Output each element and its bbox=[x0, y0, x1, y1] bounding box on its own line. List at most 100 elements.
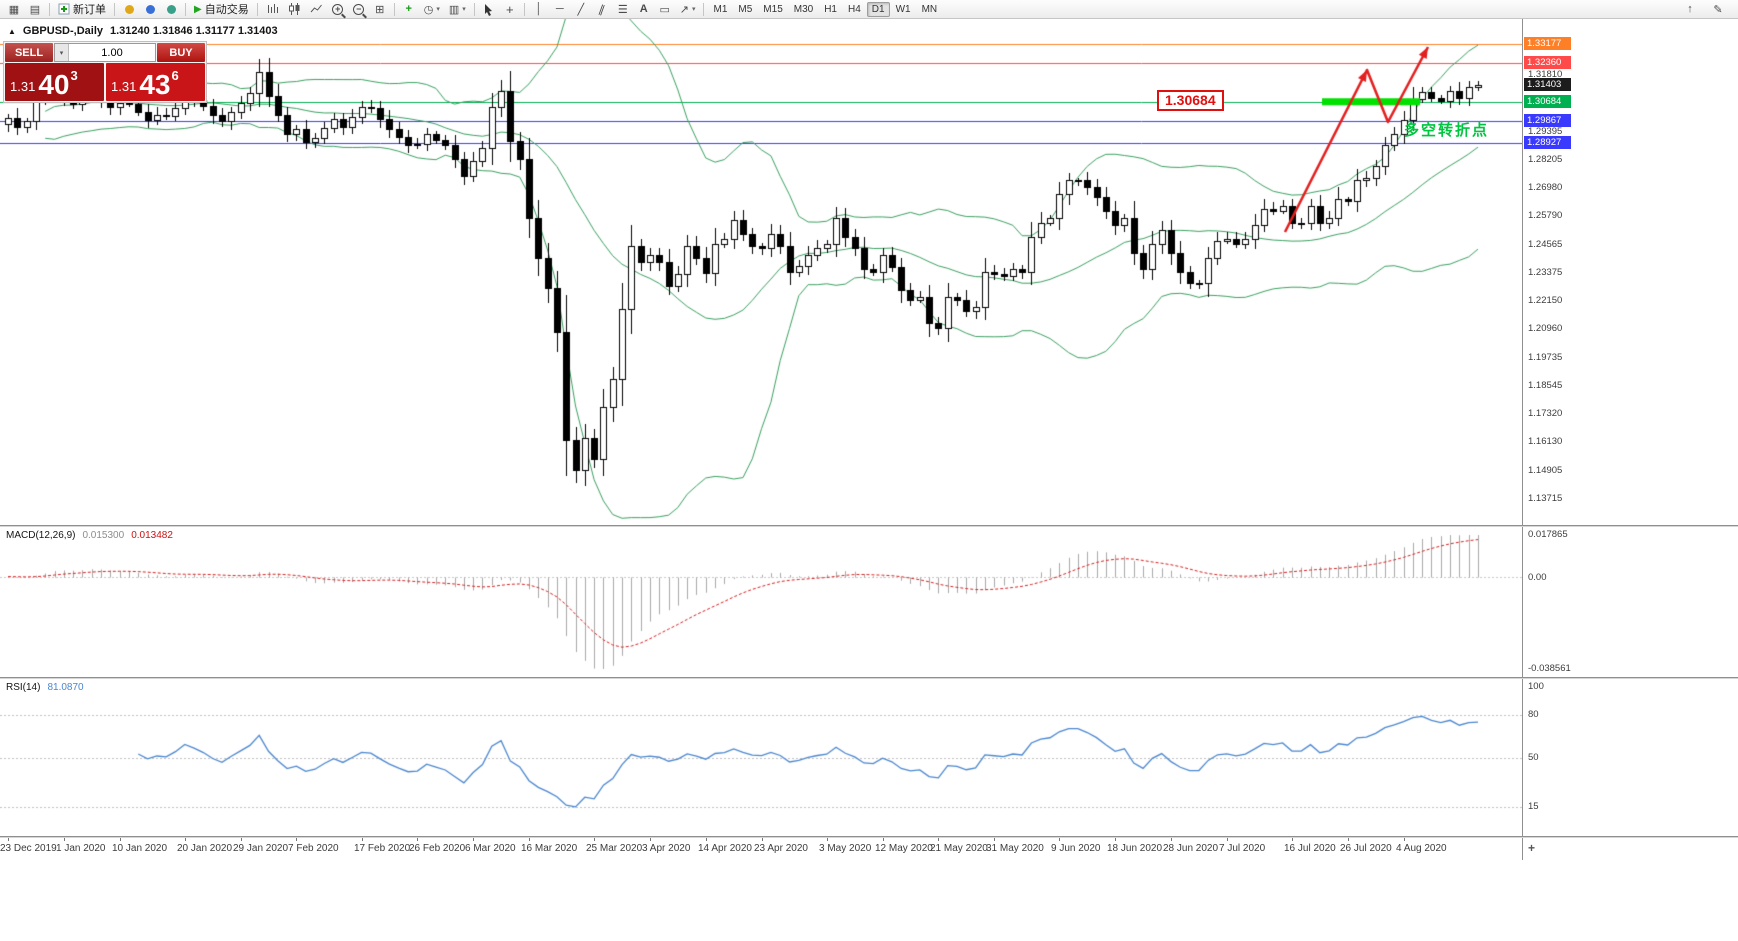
timeframe-h1[interactable]: H1 bbox=[824, 3, 837, 15]
rsi-name: RSI(14) bbox=[6, 682, 41, 693]
toolbar-separator bbox=[114, 2, 115, 16]
date-label: 9 Jun 2020 bbox=[1051, 843, 1101, 854]
publish-icon: ↑ bbox=[1687, 3, 1693, 15]
timeframe-m15[interactable]: M15 bbox=[763, 3, 783, 15]
date-tick bbox=[1059, 838, 1060, 841]
price-axis[interactable]: 1.31810 1.29395 1.28205 1.26980 1.25790 1.245… bbox=[1522, 19, 1738, 860]
one-click-trading-panel: SELL ▾ BUY 1.31 40 3 1.31 43 6 bbox=[3, 41, 207, 103]
price-axis-badge: 1.28927 bbox=[1524, 135, 1571, 149]
bar-chart-button[interactable] bbox=[262, 1, 283, 18]
buy-quote[interactable]: 1.31 43 6 bbox=[106, 63, 205, 101]
date-tick bbox=[473, 838, 474, 841]
sell-price-prefix: 1.31 bbox=[10, 79, 36, 94]
dropdown-icon: ▾ bbox=[436, 6, 440, 13]
templates-icon: ▥ bbox=[448, 3, 460, 16]
publish-button[interactable]: ↑ bbox=[1680, 1, 1700, 18]
line-chart-button[interactable] bbox=[306, 1, 327, 18]
buy-button[interactable]: BUY bbox=[157, 43, 205, 62]
market-icon bbox=[166, 4, 176, 14]
arrows-tool-button[interactable]: ↗ ▾ bbox=[676, 1, 700, 18]
macd-axis-min: -0.038561 bbox=[1528, 663, 1571, 674]
new-order-icon bbox=[58, 3, 70, 15]
cursor-button[interactable] bbox=[479, 1, 499, 18]
line-chart-icon bbox=[310, 4, 322, 13]
date-tick bbox=[417, 838, 418, 841]
timeframe-m5[interactable]: M5 bbox=[738, 3, 753, 15]
alerts-icon bbox=[145, 4, 155, 14]
volume-field: ▾ bbox=[54, 43, 156, 62]
new-chart-icon: ▦ bbox=[8, 3, 20, 16]
date-axis[interactable]: 23 Dec 2019 1 Jan 2020 10 Jan 2020 20 Jan 2… bbox=[0, 838, 1522, 860]
price-axis-badge: 1.30684 bbox=[1524, 94, 1571, 108]
macd-panel: MACD(12,26,9) 0.015300 0.013482 bbox=[0, 527, 1522, 677]
timeframe-m1[interactable]: M1 bbox=[713, 3, 728, 15]
main-chart-canvas[interactable] bbox=[0, 19, 1522, 525]
trendline-button[interactable]: ╱ bbox=[571, 1, 591, 18]
channel-button[interactable]: ∥ bbox=[592, 1, 612, 18]
tile-windows-button[interactable]: ⊞ bbox=[370, 1, 390, 18]
price-axis-label: 1.26980 bbox=[1528, 182, 1563, 194]
date-label: 31 May 2020 bbox=[986, 843, 1044, 854]
alerts-button[interactable] bbox=[140, 1, 160, 18]
price-axis-label: 1.24565 bbox=[1528, 238, 1563, 250]
timeframe-d1[interactable]: D1 bbox=[866, 1, 890, 17]
turning-point-note[interactable]: 多空转折点 bbox=[1404, 122, 1490, 139]
panel-separator[interactable] bbox=[0, 677, 1738, 679]
price-axis-label: 1.25790 bbox=[1528, 210, 1563, 222]
autotrading-button[interactable]: ▶ 自动交易 bbox=[190, 1, 253, 18]
panel-separator[interactable] bbox=[0, 525, 1738, 527]
macd-canvas[interactable] bbox=[0, 527, 1522, 677]
support-price-label[interactable]: 1.30684 bbox=[1157, 90, 1224, 111]
channel-icon: ∥ bbox=[596, 2, 607, 17]
date-tick bbox=[362, 838, 363, 841]
date-tick bbox=[1171, 838, 1172, 841]
timeframe-w1[interactable]: W1 bbox=[895, 3, 911, 15]
date-label: 12 May 2020 bbox=[875, 843, 933, 854]
sell-quote[interactable]: 1.31 40 3 bbox=[5, 63, 104, 101]
date-tick bbox=[1227, 838, 1228, 841]
volume-input[interactable] bbox=[69, 44, 155, 61]
macd-main-value: 0.015300 bbox=[82, 530, 125, 541]
date-tick bbox=[64, 838, 65, 841]
timeframe-h4[interactable]: H4 bbox=[848, 3, 861, 15]
chart-ohlc-values: 1.31240 1.31846 1.31177 1.31403 bbox=[110, 25, 278, 37]
market-button[interactable] bbox=[161, 1, 181, 18]
price-axis-label: 1.18545 bbox=[1528, 379, 1563, 391]
profiles-button[interactable]: ▤ bbox=[25, 1, 45, 18]
new-order-button[interactable]: 新订单 bbox=[54, 1, 110, 18]
templates-button[interactable]: ▥ ▾ bbox=[445, 1, 470, 18]
metaeditor-icon bbox=[124, 4, 134, 14]
vertical-line-button[interactable]: │ bbox=[529, 1, 549, 18]
dropdown-icon: ▾ bbox=[462, 6, 466, 13]
date-axis-plus-icon[interactable]: + bbox=[1528, 841, 1536, 855]
buy-price-prefix: 1.31 bbox=[111, 79, 137, 94]
candlestick-button[interactable] bbox=[284, 1, 305, 18]
fibonacci-button[interactable]: ☰ bbox=[613, 1, 633, 18]
zoom-in-button[interactable]: + bbox=[328, 1, 348, 18]
zoom-out-button[interactable]: − bbox=[349, 1, 369, 18]
rsi-canvas[interactable] bbox=[0, 679, 1522, 836]
label-tool-button[interactable]: ▭ bbox=[655, 1, 675, 18]
metaeditor-button[interactable] bbox=[119, 1, 139, 18]
date-label: 3 May 2020 bbox=[819, 843, 872, 854]
price-axis-badge: 1.32360 bbox=[1524, 55, 1571, 69]
label-tool-icon: ▭ bbox=[659, 3, 670, 16]
edit-button[interactable]: ✎ bbox=[1708, 1, 1728, 18]
crosshair-button[interactable]: + bbox=[500, 1, 520, 18]
zoom-out-icon: − bbox=[353, 3, 365, 15]
timeframe-m30[interactable]: M30 bbox=[793, 3, 814, 15]
text-tool-button[interactable]: A bbox=[634, 1, 654, 18]
new-chart-button[interactable]: ▦ bbox=[4, 1, 24, 18]
sell-button[interactable]: SELL bbox=[5, 43, 53, 62]
indicators-button[interactable]: + bbox=[399, 1, 419, 18]
timeframe-mn[interactable]: MN bbox=[921, 3, 938, 15]
date-label: 10 Jan 2020 bbox=[112, 843, 168, 854]
horizontal-line-button[interactable]: ─ bbox=[550, 1, 570, 18]
date-label: 4 Aug 2020 bbox=[1396, 843, 1447, 854]
volume-spinner[interactable]: ▾ bbox=[55, 44, 69, 61]
toolbar-separator bbox=[256, 2, 258, 16]
periods-button[interactable]: ◷ ▾ bbox=[420, 1, 444, 18]
rsi-axis-label: 100 bbox=[1528, 681, 1544, 692]
date-tick bbox=[241, 838, 242, 841]
